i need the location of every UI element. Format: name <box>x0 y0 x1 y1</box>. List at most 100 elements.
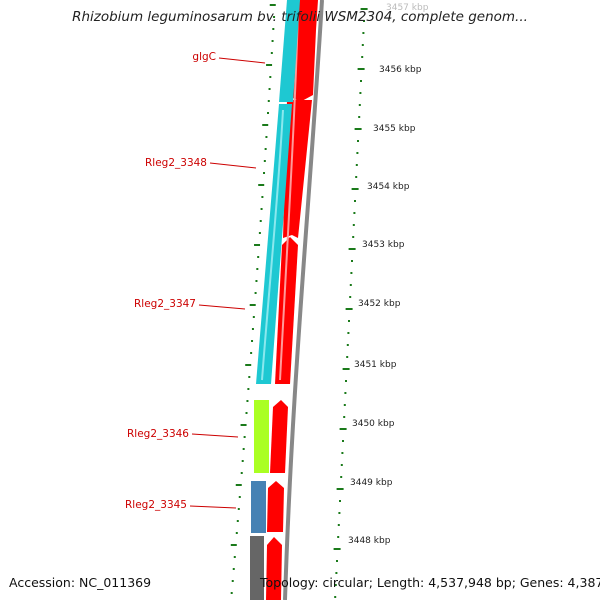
map-title: Rhizobium leguminosarum bv. trifolii WSM… <box>72 9 528 25</box>
outer-major-tick <box>339 428 347 430</box>
outer-minor-tick <box>363 20 365 22</box>
inner-minor-tick <box>254 292 257 294</box>
inner-minor-tick <box>252 316 255 318</box>
gene-label-rleg2-3347[interactable]: Rleg2_3347 <box>134 298 196 310</box>
inner-minor-tick <box>267 112 270 114</box>
inner-minor-tick <box>230 592 233 594</box>
outer-minor-tick <box>337 536 340 538</box>
inner-minor-tick <box>251 328 254 330</box>
gene-label-glgc[interactable]: glgC <box>192 51 216 63</box>
scale-tick-label: 3449 kbp <box>350 478 393 488</box>
inner-minor-tick <box>267 100 270 102</box>
inner-minor-tick <box>231 580 234 582</box>
leader-line <box>189 505 237 509</box>
inner-minor-tick <box>273 16 276 18</box>
outer-minor-tick <box>358 116 361 118</box>
outer-minor-tick <box>346 344 349 346</box>
orf-arrow <box>270 400 288 473</box>
outer-major-tick <box>360 8 368 10</box>
outer-minor-tick <box>344 392 347 394</box>
outer-minor-tick <box>353 212 356 214</box>
inner-minor-tick <box>263 160 266 162</box>
cds-highlight <box>261 109 284 381</box>
outer-minor-tick <box>343 416 346 418</box>
outer-minor-tick <box>361 44 364 46</box>
gene-label-rleg2-3346[interactable]: Rleg2_3346 <box>127 428 189 440</box>
inner-tick-track <box>230 4 276 594</box>
cds-track <box>250 0 300 600</box>
inner-minor-tick <box>247 388 250 390</box>
cds-block-rleg2-3345 <box>251 481 266 533</box>
outer-minor-tick <box>341 452 344 454</box>
outer-minor-tick <box>348 320 350 322</box>
inner-minor-tick <box>263 172 266 174</box>
inner-minor-tick <box>264 148 267 150</box>
inner-major-tick <box>269 4 276 6</box>
outer-major-tick <box>351 188 359 190</box>
inner-minor-tick <box>235 532 238 534</box>
outer-major-tick <box>357 68 365 70</box>
outer-minor-tick <box>352 224 355 226</box>
inner-minor-tick <box>232 568 235 570</box>
outer-major-tick <box>336 488 344 490</box>
inner-major-tick <box>230 544 237 546</box>
outer-minor-tick <box>334 584 337 586</box>
outer-minor-tick <box>356 152 359 154</box>
inner-minor-tick <box>265 136 268 138</box>
gene-label-rleg2-3345[interactable]: Rleg2_3345 <box>125 499 187 511</box>
outer-minor-tick <box>355 176 358 178</box>
orf-arrow <box>267 481 284 532</box>
inner-minor-tick <box>250 352 253 354</box>
inner-minor-tick <box>257 256 260 258</box>
inner-major-tick <box>235 484 242 486</box>
scale-tick-label: 3451 kbp <box>354 360 397 370</box>
inner-minor-tick <box>245 412 248 414</box>
outer-major-tick <box>345 308 353 310</box>
inner-major-tick <box>245 364 252 366</box>
outer-minor-tick <box>360 80 362 82</box>
orf-track <box>266 0 318 600</box>
inner-minor-tick <box>272 28 275 30</box>
scale-tick-label: 3455 kbp <box>373 124 416 134</box>
inner-minor-tick <box>241 460 244 462</box>
scale-tick-label: 3453 kbp <box>362 240 405 250</box>
outer-minor-tick <box>334 596 337 598</box>
outer-minor-tick <box>352 236 355 238</box>
orf-arrow <box>266 537 282 600</box>
inner-minor-tick <box>243 436 246 438</box>
cds-block-rleg2-3346 <box>254 400 269 473</box>
outer-minor-tick <box>346 356 349 358</box>
inner-major-tick <box>240 424 247 426</box>
inner-minor-tick <box>268 88 271 90</box>
inner-minor-tick <box>246 400 249 402</box>
outer-minor-tick <box>354 200 356 202</box>
inner-minor-tick <box>240 472 243 474</box>
outer-minor-tick <box>343 404 346 406</box>
inner-minor-tick <box>248 376 251 378</box>
outer-minor-tick <box>349 296 352 298</box>
orf-highlight <box>279 5 299 381</box>
outer-minor-tick <box>340 476 343 478</box>
leader-line <box>218 57 266 64</box>
outer-major-tick <box>348 248 356 250</box>
outer-minor-tick <box>361 56 364 58</box>
inner-major-tick <box>262 124 269 126</box>
outer-minor-tick <box>359 92 362 94</box>
outer-minor-tick <box>337 524 340 526</box>
outer-minor-tick <box>340 464 343 466</box>
leader-line <box>209 162 257 169</box>
gene-label-rleg2-3348[interactable]: Rleg2_3348 <box>145 157 207 169</box>
outer-major-tick <box>333 548 341 550</box>
outer-minor-tick <box>350 272 353 274</box>
orf-arrow <box>275 237 298 384</box>
gene-labels: glgC Rleg2_3348 Rleg2_3347 Rleg2_3346 Rl… <box>125 51 266 511</box>
scale-tick-label: 3452 kbp <box>358 299 401 309</box>
inner-minor-tick <box>261 196 264 198</box>
cds-block-glgc <box>279 0 300 102</box>
inner-major-tick <box>254 244 261 246</box>
outer-tick-track <box>333 8 368 598</box>
inner-minor-tick <box>258 232 261 234</box>
outer-minor-tick <box>339 500 341 502</box>
inner-minor-tick <box>233 556 236 558</box>
